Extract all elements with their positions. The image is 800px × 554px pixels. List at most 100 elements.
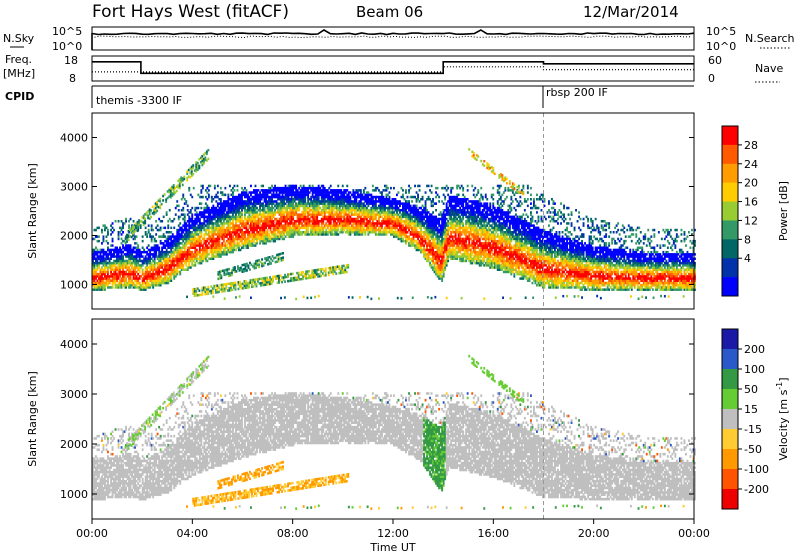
power-cell [241, 211, 243, 214]
power-cell [364, 200, 367, 203]
power-cell [337, 209, 340, 212]
power-cell [221, 231, 224, 234]
power-cell [387, 198, 389, 201]
power-cell [144, 255, 147, 258]
power-cell [213, 248, 216, 252]
power-cell [102, 235, 105, 238]
power-cell [153, 250, 156, 254]
power-cell [141, 264, 144, 267]
power-cell [371, 231, 374, 234]
power-cell [134, 275, 136, 278]
power-cell [110, 272, 112, 276]
power-cell [152, 270, 155, 274]
power-cell [123, 253, 126, 256]
power-cell [101, 272, 103, 276]
power-cell [125, 277, 127, 280]
power-cell [140, 259, 143, 263]
power-cell [310, 228, 313, 232]
power-cell [219, 255, 222, 258]
power-cell [343, 189, 346, 192]
power-cell [203, 220, 206, 223]
power-cell [359, 226, 362, 230]
power-cell [156, 266, 159, 269]
power-cell [232, 198, 234, 201]
power-cell [236, 244, 239, 247]
power-cell [125, 272, 127, 276]
power-cell [224, 244, 227, 247]
power-cell [397, 224, 400, 227]
power-cell [323, 189, 326, 192]
power-cell [117, 284, 120, 287]
power-cell [165, 248, 168, 252]
power-cell [277, 198, 279, 201]
power-cell [201, 184, 204, 188]
power-cell [164, 281, 167, 285]
power-cell [218, 228, 221, 232]
power-cell [177, 250, 180, 254]
power-cell [415, 209, 418, 212]
power-cell [186, 239, 189, 243]
power-cell [388, 191, 391, 194]
power-cell [445, 222, 448, 225]
power-cell [170, 235, 173, 238]
power-cell [233, 211, 236, 214]
power-cell [289, 222, 292, 225]
power-cell [191, 226, 194, 230]
power-cell [290, 217, 293, 221]
power-cell [451, 217, 454, 221]
power-cell [93, 257, 96, 260]
power-cell [382, 217, 385, 221]
power-cell [263, 198, 266, 201]
power-cell [349, 228, 352, 232]
power-cell [296, 224, 299, 227]
power-cell [167, 220, 170, 223]
power-cell [435, 217, 437, 221]
power-cell [194, 237, 197, 241]
power-cell [388, 213, 391, 216]
power-cell [247, 222, 249, 225]
power-cell [388, 222, 391, 225]
power-cell [183, 222, 186, 225]
power-cell [99, 279, 102, 282]
power-cell [227, 220, 230, 223]
power-cell [290, 204, 293, 208]
power-cell [182, 250, 185, 254]
power-cell [260, 220, 263, 223]
power-cell [113, 270, 115, 274]
power-cell [164, 259, 167, 263]
power-cell [436, 233, 439, 236]
power-cell [179, 222, 182, 225]
power-cell [277, 186, 279, 190]
power-cell [98, 275, 100, 278]
power-cell [320, 228, 323, 232]
power-cell [343, 198, 346, 201]
power-cell [251, 198, 254, 201]
power-cell [155, 226, 158, 230]
power-cell [371, 215, 374, 219]
power-cell [346, 220, 349, 223]
power-cell [210, 222, 213, 225]
power-cell [101, 284, 103, 287]
power-cell [221, 226, 224, 230]
power-cell [290, 231, 293, 234]
power-cell [144, 286, 147, 289]
power-cell [286, 220, 288, 223]
power-cell [298, 215, 301, 219]
power-cell [125, 255, 127, 258]
power-cell [427, 224, 430, 227]
power-cell [111, 226, 114, 230]
power-cell [447, 220, 450, 223]
power-cell [307, 202, 310, 205]
power-cell [165, 270, 168, 274]
power-cell [266, 206, 269, 210]
power-cell [230, 215, 233, 219]
power-cell [311, 213, 314, 216]
power-cell [206, 237, 209, 241]
power-cell [308, 191, 311, 194]
power-cell [442, 222, 445, 225]
power-cell [99, 270, 102, 274]
power-cell [95, 275, 97, 278]
power-cell [385, 193, 388, 197]
power-cell [129, 284, 132, 287]
power-cell [448, 222, 451, 225]
